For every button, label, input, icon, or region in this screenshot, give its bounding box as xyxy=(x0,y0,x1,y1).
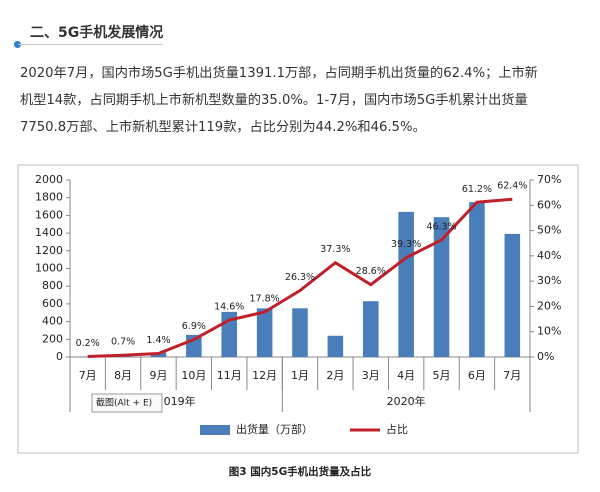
x-tick-label: 2月 xyxy=(326,369,344,382)
bar xyxy=(398,211,414,357)
chart-frame xyxy=(17,164,579,454)
data-label: 39.3% xyxy=(391,239,421,250)
ratio-line xyxy=(87,197,513,358)
bar xyxy=(433,217,450,357)
group-label: 2019年 xyxy=(157,394,196,408)
data-label: 46.3% xyxy=(426,221,456,232)
data-label: 62.4% xyxy=(497,181,527,192)
legend-label: 出货量（万部） xyxy=(236,422,313,436)
y2-tick-label: 70% xyxy=(537,173,561,186)
paragraph-line: 7750.8万部、上市新机型累计119款，占比分别为44.2%和46.5%。 xyxy=(20,120,426,135)
x-tick-label: 7月 xyxy=(503,369,521,382)
bar xyxy=(504,233,521,357)
bar xyxy=(256,308,273,357)
y-tick-label: 1200 xyxy=(35,244,63,257)
y-tick-label: 0 xyxy=(56,350,63,363)
data-label: 26.3% xyxy=(285,272,315,283)
data-label: 0.7% xyxy=(111,337,135,348)
x-tick-label: 10月 xyxy=(181,369,206,382)
y2-tick-label: 0% xyxy=(537,350,554,363)
y-tick-label: 1600 xyxy=(35,208,63,221)
data-label: 1.4% xyxy=(146,335,170,346)
paragraph-line: 2020年7月，国内市场5G手机出货量1391.1万部，占同期手机出货量的62.… xyxy=(20,66,538,81)
y-tick-label: 400 xyxy=(42,315,63,328)
data-label: 14.6% xyxy=(214,302,244,313)
y-tick-label: 800 xyxy=(42,279,63,292)
bar xyxy=(469,202,485,357)
y-tick-label: 200 xyxy=(42,332,63,345)
y2-tick-label: 10% xyxy=(537,325,561,338)
paragraph-line: 机型14款，占同期手机上市新机型数量的35.0%。1-7月，国内市场5G手机累计… xyxy=(20,93,528,108)
bullet xyxy=(14,41,21,48)
data-label: 28.6% xyxy=(356,266,386,277)
bar xyxy=(292,308,308,357)
y-tick-label: 2000 xyxy=(35,173,63,186)
y2-tick-label: 50% xyxy=(537,224,561,237)
y2-tick-label: 30% xyxy=(537,274,561,287)
data-label: 17.8% xyxy=(250,293,280,304)
data-label: 61.2% xyxy=(462,184,492,195)
data-label: 37.3% xyxy=(320,244,350,255)
tooltip-box xyxy=(91,393,163,413)
x-tick-label: 9月 xyxy=(149,369,167,382)
y-tick-label: 1000 xyxy=(35,262,63,275)
x-tick-label: 4月 xyxy=(397,369,415,382)
y-tick-label: 600 xyxy=(42,297,63,310)
x-tick-label: 1月 xyxy=(291,369,309,382)
x-tick-label: 12月 xyxy=(252,369,277,382)
bar xyxy=(362,301,379,357)
x-tick-label: 5月 xyxy=(433,369,451,382)
legend-swatch xyxy=(200,425,230,435)
x-tick-label: 6月 xyxy=(468,369,486,382)
tooltip: 截图(Alt + E) xyxy=(96,397,152,409)
caption: 图3 国内5G手机出货量及占比 xyxy=(229,465,372,478)
bar xyxy=(327,335,344,357)
y2-tick-label: 20% xyxy=(537,299,561,312)
y2-tick-label: 60% xyxy=(537,198,561,211)
x-tick-label: 8月 xyxy=(114,369,132,382)
y-tick-label: 1400 xyxy=(35,226,63,239)
x-tick-label: 3月 xyxy=(362,369,380,382)
data-label: 0.2% xyxy=(76,338,100,349)
y2-tick-label: 40% xyxy=(537,249,561,262)
x-tick-label: 11月 xyxy=(217,369,242,382)
data-label: 6.9% xyxy=(182,321,206,332)
y-tick-label: 1800 xyxy=(35,191,63,204)
heading-underline xyxy=(18,44,163,45)
heading: 二、5G手机发展情况 xyxy=(30,25,164,41)
x-tick-label: 7月 xyxy=(79,369,97,382)
legend-label: 占比 xyxy=(386,422,408,436)
group-label: 2020年 xyxy=(387,394,426,408)
